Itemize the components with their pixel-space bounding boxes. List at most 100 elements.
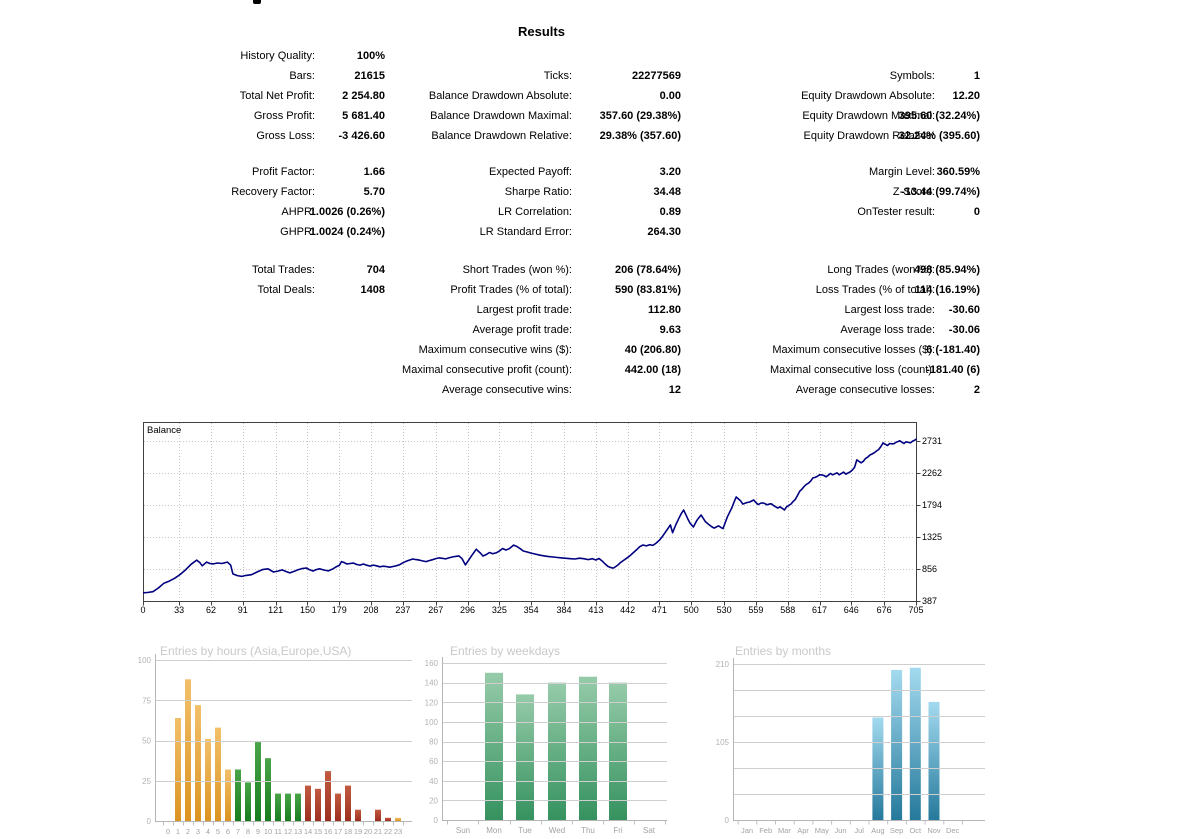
stat-label: Maximal consecutive profit (count):	[402, 364, 572, 376]
stat-label: History Quality:	[240, 50, 315, 62]
balance-chart: Balance	[143, 422, 933, 612]
balance-x-tick-label: 646	[843, 605, 859, 615]
stats-row: Gross Loss: -3 426.60 Balance Drawdown Rel…	[0, 129, 1189, 145]
stat-value: 442.00 (18)	[624, 364, 681, 376]
chart-title-months: Entries by months	[735, 644, 832, 658]
balance-y-tick-label: 856	[922, 563, 938, 574]
stat-label: Long Trades (won %):	[827, 264, 935, 276]
bar-Tue	[516, 694, 534, 820]
page-title: Results	[518, 24, 565, 39]
balance-x-tick-label: 354	[523, 605, 539, 615]
stat-label: Largest profit trade:	[476, 304, 572, 316]
x-cat-label: Apr	[797, 826, 809, 835]
stats-row: Gross Profit: 5 681.40 Balance Drawdown Ma…	[0, 109, 1189, 125]
x-cat-label: Aug	[871, 826, 884, 835]
chart-weekdays-svg: 0 20 40 60 80 100 120 140 160 Sun Mon Tue Wed Thu Fri S…	[425, 657, 667, 835]
balance-chart-svg	[143, 422, 921, 606]
stat-value: 1408	[360, 284, 385, 296]
stat-label: Total Net Profit:	[239, 90, 315, 102]
balance-x-tick-label: 121	[268, 605, 284, 615]
balance-x-tick-label: 588	[780, 605, 796, 615]
stat-label: Z-Score:	[892, 186, 935, 198]
plot-border	[143, 422, 917, 602]
y-tick-label: 105	[716, 738, 730, 747]
balance-x-tick-label: 676	[876, 605, 892, 615]
stat-value: 114 (16.19%)	[914, 284, 980, 296]
bar-Fri	[609, 682, 627, 820]
x-cat-label: 14	[304, 827, 312, 836]
x-cat-label: May	[815, 826, 829, 835]
chart-title-hours: Entries by hours (Asia,Europe,USA)	[160, 644, 352, 658]
x-cat-label: 3	[196, 827, 200, 836]
balance-x-tick-label: 617	[811, 605, 828, 615]
balance-x-tick-label: 267	[428, 605, 444, 615]
stats-row: Largest profit trade: 112.80 Largest loss …	[0, 303, 1189, 319]
balance-x-tick-label: 471	[651, 605, 667, 615]
x-cat-label: Wed	[549, 826, 565, 835]
stat-value: 498 (85.94%)	[913, 264, 980, 276]
y-tick-label: 100	[138, 656, 152, 665]
balance-x-tick-label: 150	[299, 605, 315, 615]
stat-value: 360.59%	[936, 166, 980, 178]
stat-label: Short Trades (won %):	[462, 264, 572, 276]
stat-value: 0	[973, 206, 980, 218]
balance-line	[143, 438, 917, 594]
stat-value: 22277569	[632, 70, 681, 82]
balance-x-tick-label: 500	[683, 605, 699, 615]
stat-label: Maximum consecutive losses ($):	[772, 344, 935, 356]
stat-value: 21615	[354, 70, 385, 82]
y-tick-label: 50	[142, 737, 151, 746]
stat-label: Gross Loss:	[256, 130, 315, 142]
bar-8	[245, 782, 251, 821]
x-cat-label: 9	[256, 827, 260, 836]
stat-value: 206 (78.64%)	[614, 264, 681, 276]
stat-label: Total Deals:	[257, 284, 315, 296]
chart-months-svg: 0 105 210 Jan Feb Mar Apr May Jun Jul Aug Sep Oct Nov…	[716, 658, 985, 835]
y-tick-label: 120	[425, 698, 439, 707]
stat-value: 704	[366, 264, 385, 276]
stats-row: GHPR: 1.0024 (0.24%) LR Standard Error: 264…	[0, 225, 1189, 241]
bar-5	[215, 727, 221, 821]
stat-label: AHPR:	[281, 206, 315, 218]
stat-value: 34.48	[653, 186, 681, 198]
stat-value: 29.38% (357.60)	[599, 130, 681, 142]
balance-y-tick-label: 387	[922, 595, 938, 606]
x-cat-label: 16	[324, 827, 332, 836]
x-cat-label: Tue	[518, 826, 532, 835]
bar-15	[315, 788, 321, 821]
bar-Oct	[909, 667, 921, 820]
x-cat-label: Dec	[946, 826, 960, 835]
stats-row: Maximal consecutive profit (count): 442.0…	[0, 363, 1189, 379]
balance-y-tick-label: 1794	[922, 499, 943, 510]
x-cat-label: Fri	[613, 826, 623, 835]
stat-label: Margin Level:	[868, 166, 935, 178]
x-cat-label: 22	[384, 827, 392, 836]
balance-x-tick-label: 384	[556, 605, 572, 615]
stat-label: Symbols:	[889, 70, 935, 82]
stats-row: AHPR: 1.0026 (0.26%) LR Correlation: 0.89 On…	[0, 205, 1189, 221]
stat-value: 395.60 (32.24%)	[898, 110, 980, 122]
bar-4	[205, 738, 211, 821]
stats-row: Maximum consecutive wins ($): 40 (206.80)…	[0, 343, 1189, 359]
stat-label: Equity Drawdown Absolute:	[801, 90, 935, 102]
stat-value: 357.60 (29.38%)	[599, 110, 681, 122]
x-cat-label: 21	[374, 827, 382, 836]
y-tick-label: 40	[429, 777, 438, 786]
stat-value: 12.20	[952, 90, 980, 102]
x-cat-label: 20	[364, 827, 372, 836]
stat-label: Balance Drawdown Maximal:	[430, 110, 572, 122]
balance-x-tick-label: 179	[331, 605, 347, 615]
bar-22	[385, 817, 391, 821]
bar-21	[375, 809, 381, 821]
stat-label: Profit Factor:	[252, 166, 315, 178]
balance-x-tick-label: 530	[716, 605, 732, 615]
x-cat-label: Thu	[581, 826, 595, 835]
stats-row: Profit Factor: 1.66 Expected Payoff: 3.20 Ma…	[0, 165, 1189, 181]
bar-1	[175, 718, 181, 821]
stat-value: 590 (83.81%)	[614, 284, 681, 296]
stat-label: LR Correlation:	[498, 206, 572, 218]
stat-value: -13.44 (99.74%)	[901, 186, 980, 198]
x-cat-label: Sun	[456, 826, 470, 835]
x-cat-label: 10	[264, 827, 272, 836]
y-tick-label: 210	[716, 660, 730, 669]
